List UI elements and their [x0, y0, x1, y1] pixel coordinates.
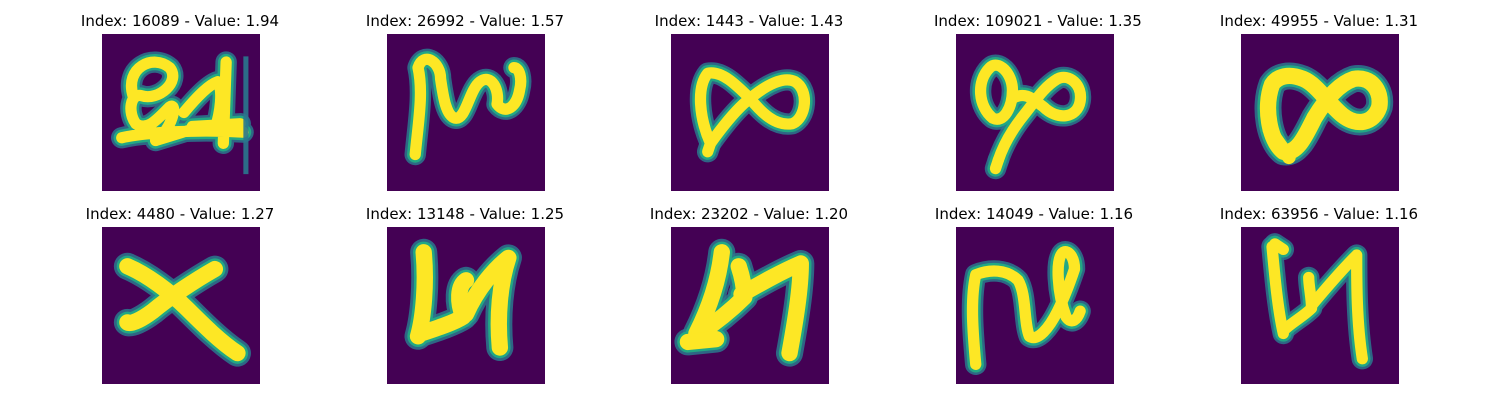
sample-panel: Index: 23202 - Value: 1.20: [649, 205, 849, 395]
sample-panel: Index: 16089 - Value: 1.94: [80, 12, 280, 202]
sample-image: [956, 34, 1114, 191]
sample-panel: Index: 63956 - Value: 1.16: [1219, 205, 1419, 395]
sample-panel: Index: 14049 - Value: 1.16: [934, 205, 1134, 395]
glyph-letter-h-variant: [387, 227, 545, 384]
panel-title: Index: 13148 - Value: 1.25: [365, 205, 565, 223]
glyph-letter-h-thin: [1241, 227, 1399, 384]
panel-title: Index: 49955 - Value: 1.31: [1219, 12, 1419, 30]
panel-title: Index: 109021 - Value: 1.35: [934, 12, 1142, 30]
panel-title: Index: 1443 - Value: 1.43: [654, 12, 844, 30]
glyph-bowtie-infinity: [671, 34, 829, 191]
sample-image: [1241, 227, 1399, 384]
panel-title: Index: 26992 - Value: 1.57: [365, 12, 565, 30]
sample-image: [387, 34, 545, 191]
panel-title: Index: 23202 - Value: 1.20: [649, 205, 849, 223]
glyph-letter-x: [102, 227, 260, 384]
sample-panel: Index: 49955 - Value: 1.31: [1219, 12, 1419, 202]
sample-image: [102, 227, 260, 384]
glyph-letter-h-slant: [671, 227, 829, 384]
sample-panel: Index: 26992 - Value: 1.57: [365, 12, 565, 202]
sample-panel: Index: 4480 - Value: 1.27: [80, 205, 280, 395]
glyph-loop-infinity-tail: [956, 34, 1114, 191]
sample-panel: Index: 13148 - Value: 1.25: [365, 205, 565, 395]
panel-title: Index: 14049 - Value: 1.16: [934, 205, 1134, 223]
sample-panel: Index: 1443 - Value: 1.43: [649, 12, 849, 202]
glyph-letter-n-loop: [956, 227, 1114, 384]
glyph-bold-infinity: [1241, 34, 1399, 191]
panel-title: Index: 16089 - Value: 1.94: [80, 12, 280, 30]
glyph-wave-n: [387, 34, 545, 191]
panel-title: Index: 4480 - Value: 1.27: [85, 205, 275, 223]
sample-image: [671, 34, 829, 191]
sample-image: [671, 227, 829, 384]
sample-panel: Index: 109021 - Value: 1.35: [934, 12, 1142, 202]
sample-image: [102, 34, 260, 191]
sample-image: [387, 227, 545, 384]
glyph-scribble-24: [102, 34, 260, 191]
panel-title: Index: 63956 - Value: 1.16: [1219, 205, 1419, 223]
sample-image: [1241, 34, 1399, 191]
sample-image: [956, 227, 1114, 384]
